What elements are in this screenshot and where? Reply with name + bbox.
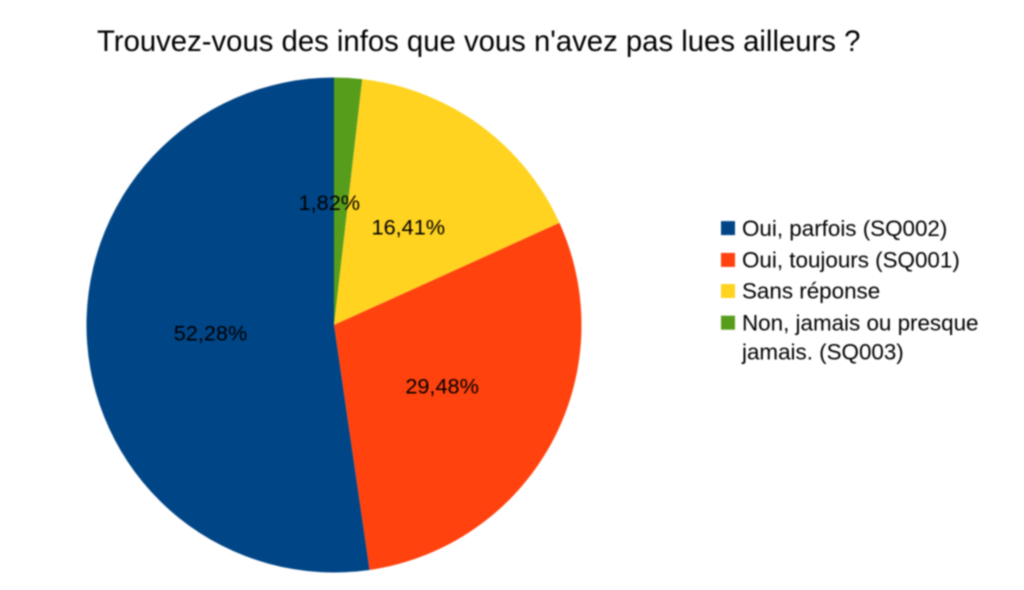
svg-text:29,48%: 29,48% — [405, 373, 479, 398]
svg-text:52,28%: 52,28% — [174, 321, 248, 346]
svg-text:Oui, toujours (SQ001): Oui, toujours (SQ001) — [742, 248, 960, 273]
svg-text:jamais. (SQ003): jamais. (SQ003) — [741, 339, 904, 364]
svg-text:Trouvez-vous des infos que vou: Trouvez-vous des infos que vous n'avez p… — [97, 25, 860, 58]
svg-text:Non, jamais ou presque: Non, jamais ou presque — [742, 310, 978, 335]
svg-text:Sans réponse: Sans réponse — [742, 279, 880, 304]
svg-text:Oui, parfois (SQ002): Oui, parfois (SQ002) — [742, 216, 947, 241]
svg-text:16,41%: 16,41% — [372, 215, 446, 240]
svg-text:1,82%: 1,82% — [299, 190, 361, 215]
